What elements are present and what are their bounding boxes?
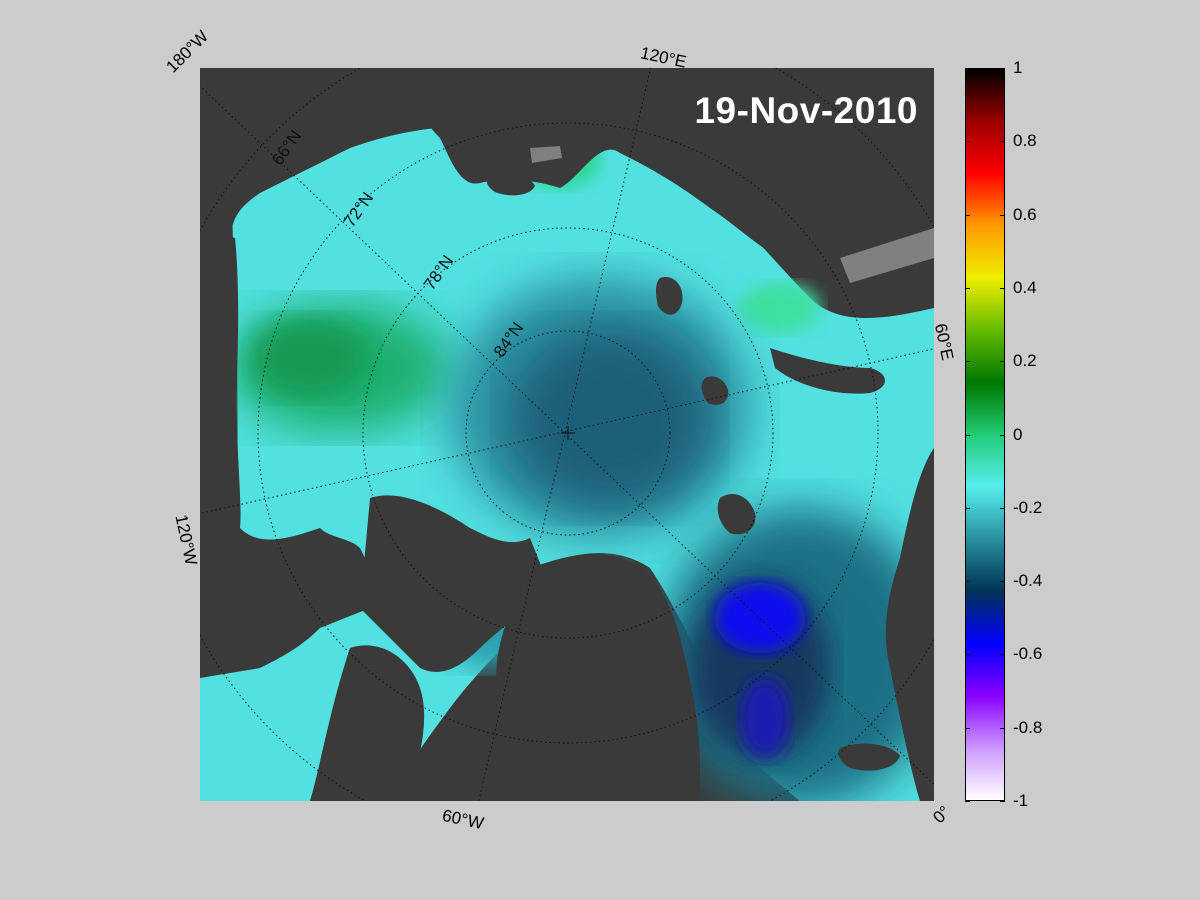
colorbar-tick-label: 0.6 <box>1013 204 1037 224</box>
anomaly-green-small <box>250 318 370 398</box>
severnaya-zemlya <box>655 277 683 315</box>
colorbar-tick-mark <box>965 214 970 216</box>
lat-circle-78n <box>362 227 774 639</box>
colorbar-tick-mark <box>1000 727 1005 729</box>
colorbar-tick-mark <box>1000 287 1005 289</box>
colorbar <box>965 68 1005 801</box>
colorbar-tick-mark <box>1000 214 1005 216</box>
colorbar-tick-mark <box>965 68 970 69</box>
land-masses <box>200 68 934 801</box>
colorbar-tick-mark <box>965 801 970 802</box>
colorbar-tick-label: -1 <box>1013 791 1029 810</box>
colorbar-tick-mark <box>965 434 970 436</box>
colorbar-tick-mark <box>1000 507 1005 509</box>
colorbar-tick-mark <box>965 287 970 289</box>
colorbar-tick-label: 0.2 <box>1013 351 1037 371</box>
lon-label-0: 0° <box>929 802 955 828</box>
colorbar-tick-mark <box>1000 801 1005 802</box>
anomaly-blue-east <box>715 583 805 653</box>
missing-coast-siberia <box>840 228 934 283</box>
alaska <box>200 68 400 228</box>
iceland <box>838 743 900 771</box>
siberia-coast <box>410 68 934 308</box>
colorbar-tick-mark <box>1000 434 1005 436</box>
lon-label-60w: 60°W <box>440 805 486 834</box>
colorbar-tick-mark <box>965 361 970 363</box>
colorbar-tick-label: -0.6 <box>1013 644 1043 664</box>
lat-circle-84n <box>465 330 671 536</box>
missing-coast <box>530 146 934 283</box>
svalbard <box>717 493 756 535</box>
colorbar-tick-mark <box>965 507 970 509</box>
colorbar-tick-mark <box>1000 141 1005 143</box>
colorbar-tick-label: -0.8 <box>1013 717 1043 737</box>
baffin-island <box>310 645 425 801</box>
missing-coast-laptev <box>530 146 562 163</box>
meridian-60e-120w <box>200 348 934 515</box>
greenland <box>496 553 700 801</box>
anomaly-dark-central <box>510 328 710 508</box>
anomaly-green-right <box>740 283 820 333</box>
colorbar-tick-label: 0.4 <box>1013 277 1037 297</box>
colorbar-tick-label: 0 <box>1013 424 1023 444</box>
graticule <box>200 68 934 801</box>
colorbar-tick-label: -0.2 <box>1013 497 1043 517</box>
scandinavia <box>885 448 934 801</box>
arctic-map <box>200 68 934 801</box>
lon-label-120w: 120°W <box>171 512 201 567</box>
franz-josef-land <box>701 376 729 405</box>
canada-west <box>200 228 375 678</box>
colorbar-tick-mark <box>965 654 970 656</box>
map-panel: 19-Nov-2010 66°N 72°N 78°N 84°N <box>200 68 934 801</box>
colorbar-tick-label: -0.4 <box>1013 571 1043 591</box>
date-label: 19-Nov-2010 <box>694 90 918 131</box>
colorbar-tick-mark <box>965 581 970 583</box>
colorbar-tick-mark <box>1000 361 1005 363</box>
colorbar-tick-label: 0.8 <box>1013 131 1037 151</box>
novaya-zemlya <box>770 348 885 394</box>
colorbar-tick-mark <box>1000 68 1005 69</box>
anomaly-blue-east-2 <box>740 678 790 758</box>
new-siberian-islands <box>486 171 535 196</box>
colorbar-tick-label: 1 <box>1013 58 1023 77</box>
colorbar-tick-mark <box>965 141 970 143</box>
colorbar-tick-mark <box>1000 654 1005 656</box>
lat-circle-72n <box>257 122 879 744</box>
pole-marker <box>561 426 575 440</box>
colorbar-tick-mark <box>1000 581 1005 583</box>
meridian-120e-60w <box>478 68 652 801</box>
colorbar-tick-mark <box>965 727 970 729</box>
